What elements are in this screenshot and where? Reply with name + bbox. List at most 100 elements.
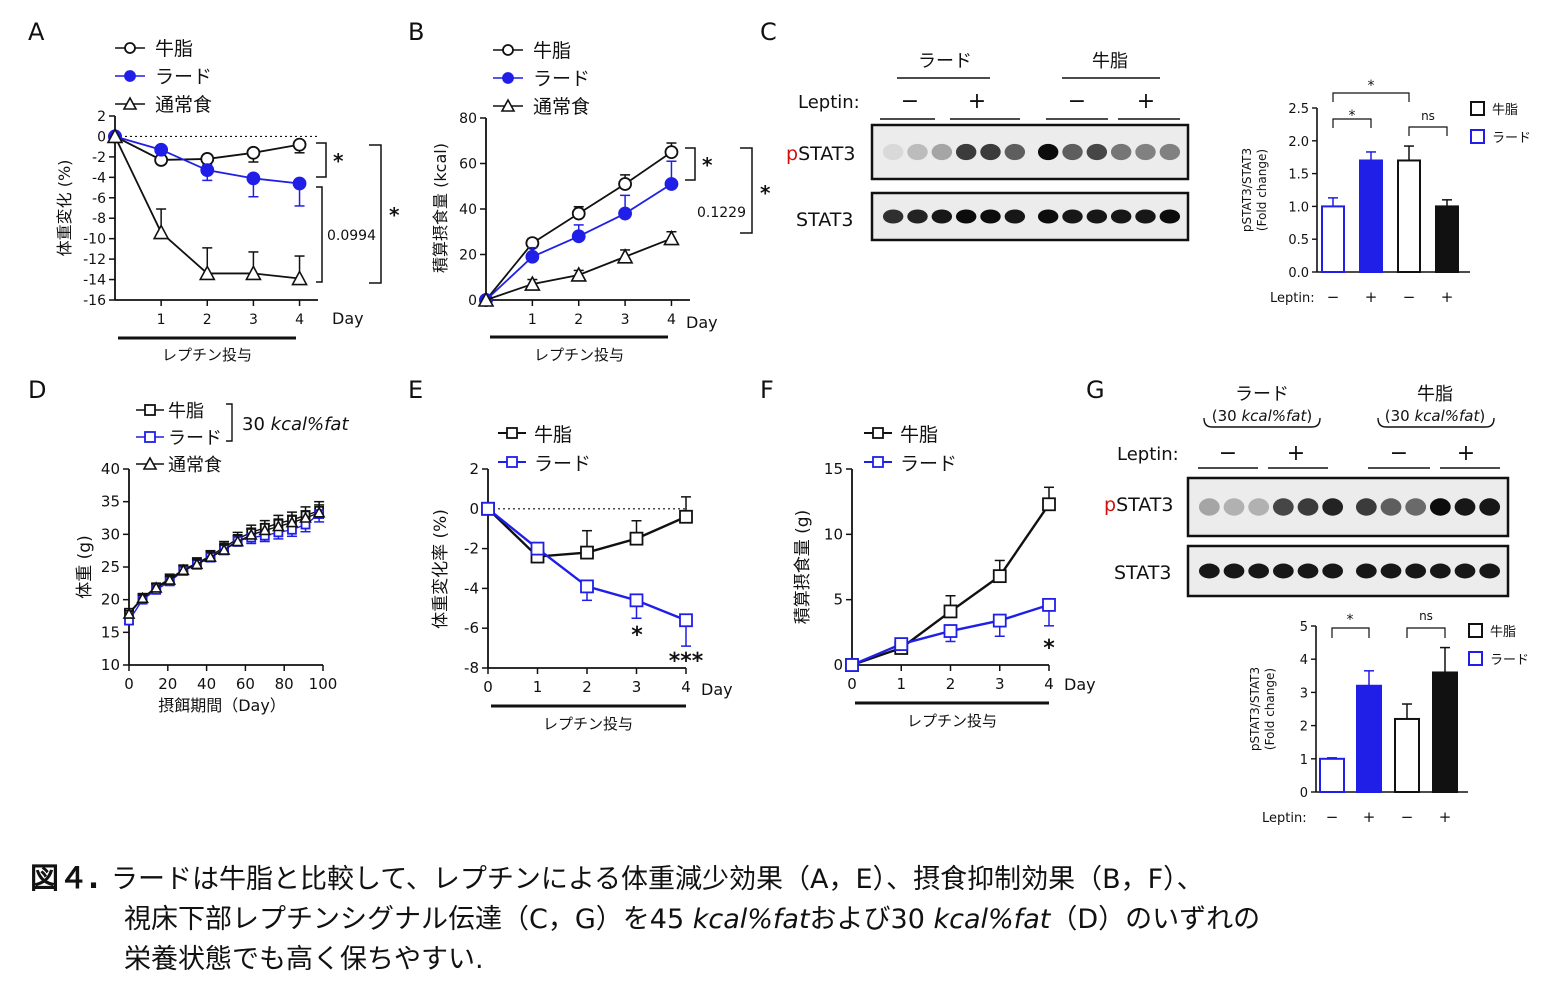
panel-letter-f: F [760, 376, 774, 404]
g-pstat3-band [1198, 498, 1220, 516]
B-xtick-label: 2 [574, 312, 583, 328]
D-point-2 [272, 519, 285, 532]
c-band1-name: STAT3 [798, 143, 855, 165]
F-xtick-label: 1 [896, 675, 906, 693]
c-band1-prefix: p [786, 143, 798, 165]
D-point-2 [136, 591, 149, 604]
g-group2-brace [1377, 417, 1495, 428]
B-point-2 [477, 291, 495, 307]
B-ytick-label: 80 [459, 111, 477, 127]
caption-line2-italic1: kcal%fat [692, 904, 810, 935]
F-point-1 [1042, 597, 1056, 612]
panel-letter-e: E [408, 376, 423, 404]
a-legend-label-0: 牛脂 [155, 38, 193, 60]
g-bar-ytick-label: 5 [1300, 620, 1308, 635]
c-stat3-band [1037, 209, 1059, 224]
D-point-2 [176, 563, 190, 576]
B-xtick-label: 4 [667, 312, 676, 328]
F-xtick-label: 4 [1044, 675, 1054, 693]
a-bracket-near [316, 142, 327, 178]
c-pstat3-band [980, 143, 1001, 161]
c-pstat3-band [1110, 143, 1132, 161]
B-xtick-label: 3 [621, 312, 630, 328]
g-bar-tick-label-3: + [1439, 808, 1452, 826]
g-stat3-band [1405, 563, 1427, 579]
F-xtick-label: 2 [946, 675, 956, 693]
F-point-0 [943, 604, 958, 619]
c-bar-tick-label-1: + [1365, 288, 1378, 306]
c-stat3-band [931, 209, 953, 224]
g-bracket-right [1406, 627, 1446, 638]
c-sig-right: ns [1421, 109, 1435, 123]
a-sig-near: * [333, 149, 344, 173]
c-leptin-label: Leptin: [798, 92, 860, 113]
a-sig-far: * [389, 203, 400, 227]
E-xtick-label: 3 [632, 678, 642, 696]
g-stat3-band [1322, 563, 1344, 579]
g-stat3-band [1429, 563, 1451, 579]
B-point-2 [663, 229, 680, 246]
c-pstat3-band [1135, 143, 1156, 161]
g-group1-label: ラード [1235, 384, 1289, 405]
b-legend-marker-0 [502, 44, 514, 56]
c-pstat3-band [955, 143, 977, 161]
D-ytick-label: 20 [101, 591, 120, 609]
A-xtick-label: 4 [295, 312, 304, 328]
D-point-2 [244, 528, 258, 540]
g-legend-swatch-0 [1468, 623, 1483, 638]
g-pstat3-band [1272, 498, 1294, 516]
g-pstat3-band [1429, 498, 1451, 516]
d-xlabel: 摂餌期間（Day） [158, 696, 286, 715]
d-ylabel: 体重 (g) [75, 535, 95, 598]
a-treatment-label: レプチン投与 [162, 346, 252, 364]
a-bracket-far [369, 144, 382, 284]
c-bar-ytick-label: 1.0 [1288, 200, 1309, 215]
D-point-2 [122, 607, 136, 619]
E-point-0 [629, 531, 644, 546]
g-bar-ytick-label: 4 [1300, 653, 1308, 668]
d-legend-marker-1 [144, 431, 156, 443]
e-legend-label-1: ラード [534, 453, 591, 475]
E-xtick-label: 0 [483, 678, 493, 696]
f-treatment-label: レプチン投与 [907, 712, 997, 730]
d-legend-label-2: 通常食 [168, 455, 222, 476]
c-bar-tick-label-0: − [1327, 288, 1340, 306]
g-pstat3-band [1454, 498, 1476, 516]
c-pstat3-band [1086, 143, 1108, 161]
D-point-2 [231, 534, 244, 547]
b-bracket-far [740, 147, 753, 234]
g-bar-tick-label-2: − [1401, 808, 1414, 826]
e-legend-label-0: 牛脂 [534, 424, 572, 446]
c-pstat3-band [931, 143, 953, 161]
d-legend-label-1: ラード [168, 428, 222, 449]
figure-caption: 図４. ラードは牛脂と比較して、レプチンによる体重減少効果（A，E）、摂食抑制効果… [30, 858, 1540, 980]
c-pstat3-band [882, 143, 904, 161]
g-stat3-band [1198, 563, 1220, 579]
A-ytick-label: -14 [83, 273, 106, 289]
c-sig-top: * [1368, 78, 1375, 94]
g-legend-label-0: 牛脂 [1490, 625, 1516, 640]
c-leptin-2: + [968, 89, 986, 114]
e-sig-d3: * [631, 623, 643, 648]
g-bar-ytick-label: 3 [1300, 686, 1308, 701]
A-ytick-label: 2 [97, 109, 106, 125]
B-point-1 [571, 229, 586, 244]
A-point-0 [200, 152, 215, 166]
D-point-2 [163, 573, 177, 585]
F-point-1 [894, 637, 909, 651]
g-bracket-left [1331, 627, 1370, 638]
c-band2-label: STAT3 [796, 209, 853, 231]
F-xtick-label: 0 [847, 675, 857, 693]
g-group1-sub-pre: (30 [1212, 407, 1242, 425]
caption-line2-a: 視床下部レプチンシグナル伝達（C，G）を45 [124, 904, 693, 935]
g-group2-label: 牛脂 [1417, 384, 1453, 405]
c-bar-ytick-label: 0.0 [1288, 266, 1309, 281]
e-xunit: Day [701, 680, 733, 699]
c-group2-label: 牛脂 [1092, 51, 1128, 72]
g-leptin-2: + [1287, 441, 1305, 466]
b-legend-marker-1 [502, 72, 514, 84]
F-ytick-label: 0 [833, 656, 843, 674]
F-point-0 [992, 569, 1007, 584]
A-point-1 [154, 142, 169, 157]
